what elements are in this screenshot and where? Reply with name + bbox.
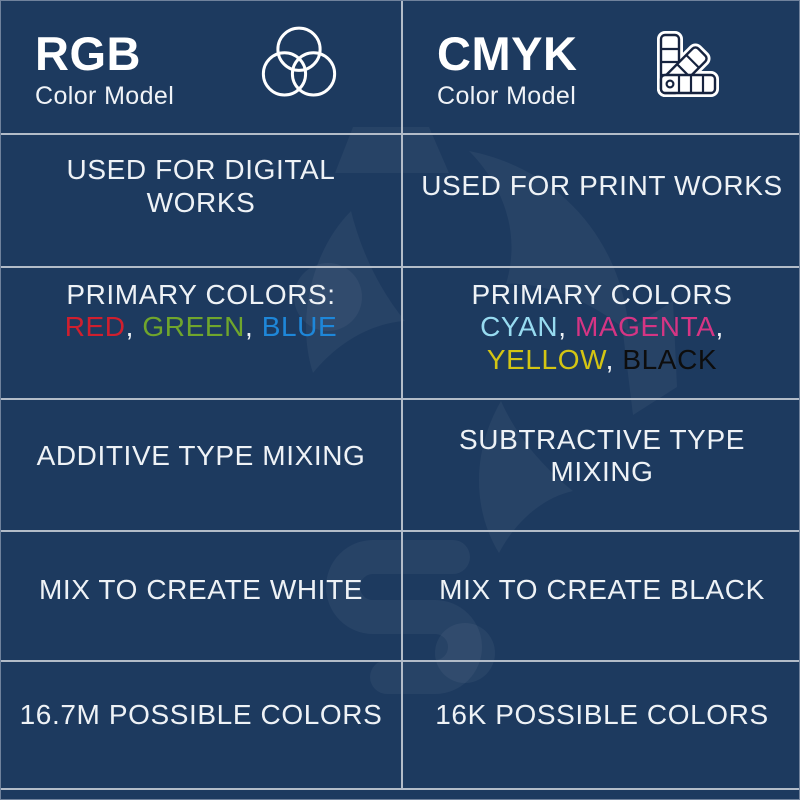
color-word-separator: , xyxy=(715,311,724,343)
rgb-mixing-text: ADDITIVE TYPE MIXING xyxy=(36,439,366,471)
header-rgb: RGB Color Model xyxy=(1,1,401,133)
rgb-usage-text: USED FOR DIGITAL WORKS xyxy=(66,154,336,218)
color-word-green: GREEN xyxy=(142,311,245,343)
cmyk-gamut-cell: 16K POSSIBLE COLORS xyxy=(401,660,799,788)
rgb-primary-colors-cell: PRIMARY COLORS: RED, GREEN, BLUE xyxy=(1,266,401,398)
cmyk-primary-words: CYAN, MAGENTA, YELLOW, BLACK xyxy=(421,311,783,376)
cmyk-title-block: CMYK Color Model xyxy=(437,29,577,110)
color-word-magenta: MAGENTA xyxy=(574,311,716,343)
rgb-title: RGB xyxy=(35,27,141,81)
rgb-mix-result-text: MIX TO CREATE WHITE xyxy=(38,573,364,605)
color-word-black: BLACK xyxy=(622,343,718,375)
cmyk-mixing-text: SUBTRACTIVE TYPE MIXING xyxy=(458,423,746,487)
cmyk-title: CMYK xyxy=(437,27,578,81)
cmyk-primary-colors-cell: PRIMARY COLORS CYAN, MAGENTA, YELLOW, BL… xyxy=(401,266,799,398)
cmyk-mix-result-cell: MIX TO CREATE BLACK xyxy=(401,530,799,660)
rgb-subtitle: Color Model xyxy=(35,81,175,110)
swatch-fan-icon xyxy=(653,31,723,108)
cmyk-mixing-cell: SUBTRACTIVE TYPE MIXING xyxy=(401,398,799,530)
cmyk-usage-text: USED FOR PRINT WORKS xyxy=(421,170,783,202)
rgb-gamut-cell: 16.7M POSSIBLE COLORS xyxy=(1,660,401,788)
color-word-separator: , xyxy=(558,311,575,343)
color-word-separator: , xyxy=(605,343,623,375)
rgb-primary-words: RED, GREEN, BLUE xyxy=(65,311,338,343)
color-word-separator: , xyxy=(244,311,262,343)
header-cmyk: CMYK Color Model xyxy=(401,1,799,133)
rgb-gamut-text: 16.7M POSSIBLE COLORS xyxy=(19,698,383,730)
venn-circles-icon xyxy=(255,24,343,115)
color-word-separator: , xyxy=(125,311,143,343)
cmyk-primary-heading: PRIMARY COLORS xyxy=(471,279,733,310)
color-word-blue: BLUE xyxy=(261,311,338,343)
rgb-mixing-cell: ADDITIVE TYPE MIXING xyxy=(1,398,401,530)
rgb-title-block: RGB Color Model xyxy=(35,29,174,110)
rgb-mix-result-cell: MIX TO CREATE WHITE xyxy=(1,530,401,660)
bottom-strip xyxy=(1,788,799,799)
color-word-red: RED xyxy=(64,311,126,343)
rgb-usage-cell: USED FOR DIGITAL WORKS xyxy=(1,133,401,266)
cmyk-usage-cell: USED FOR PRINT WORKS xyxy=(401,133,799,266)
color-word-cyan: CYAN xyxy=(480,311,559,343)
rgb-primary-heading: PRIMARY COLORS: xyxy=(66,279,336,310)
cmyk-subtitle: Color Model xyxy=(437,81,577,110)
cmyk-mix-result-text: MIX TO CREATE BLACK xyxy=(439,573,765,605)
cmyk-gamut-text: 16K POSSIBLE COLORS xyxy=(435,698,769,730)
color-word-yellow: YELLOW xyxy=(486,343,606,375)
